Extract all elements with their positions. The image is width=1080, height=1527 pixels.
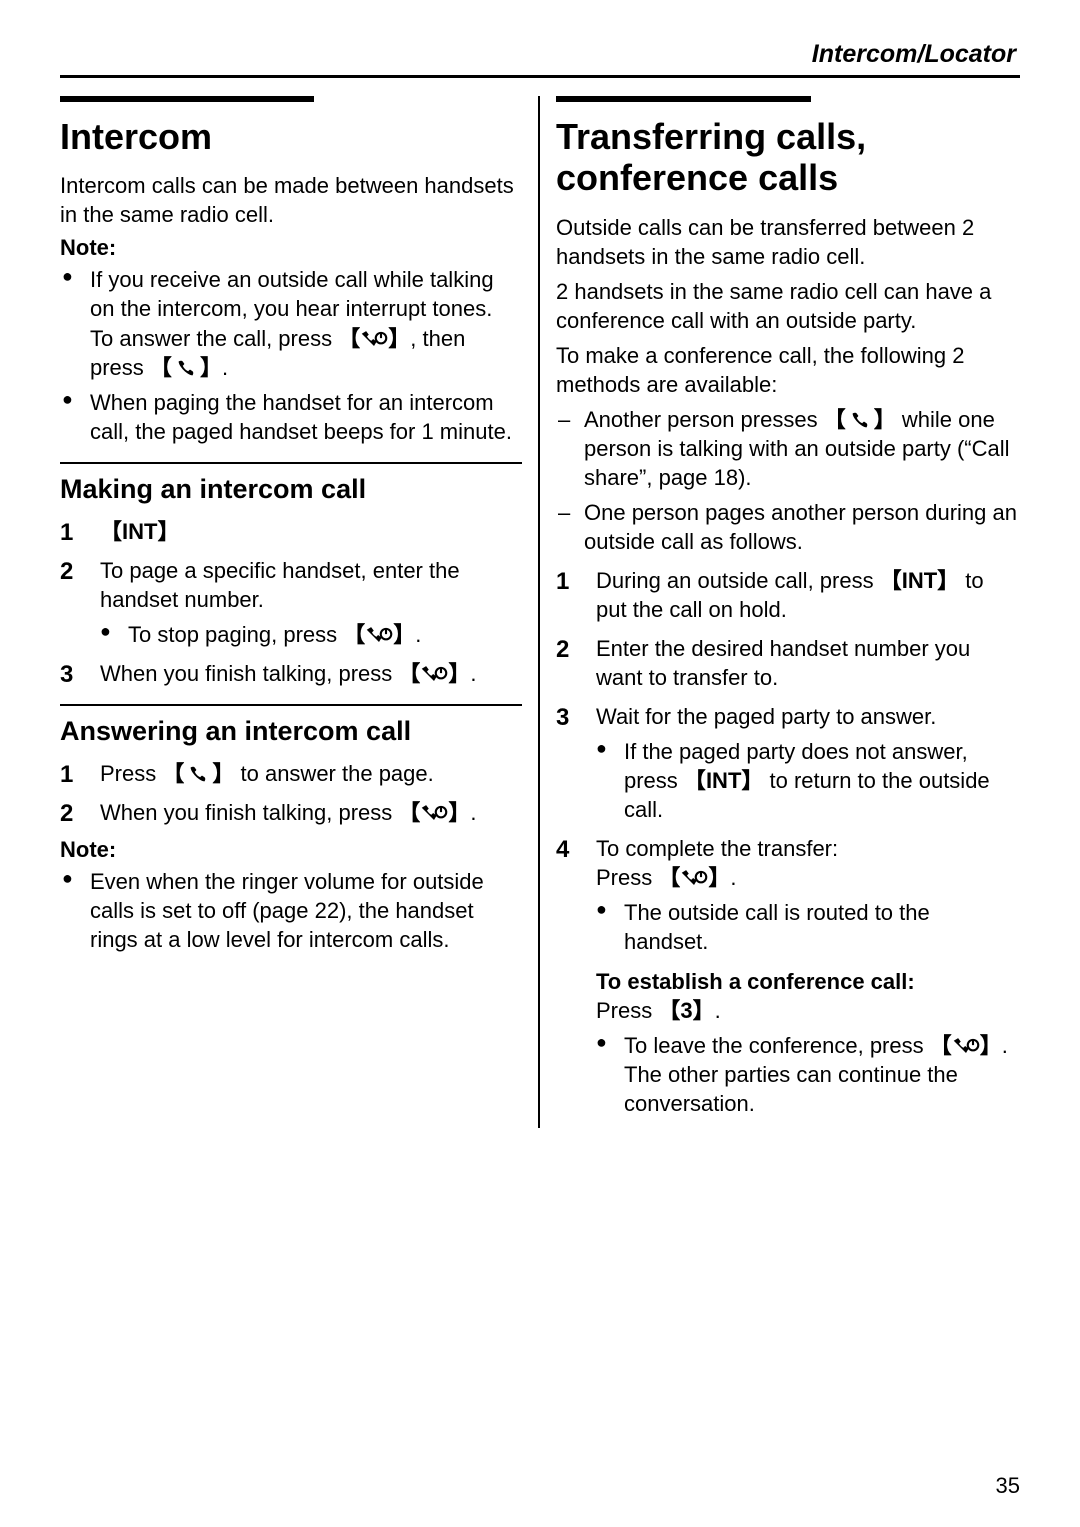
intercom-notes: If you receive an outside call while tal… [60,265,522,445]
step-item: To page a specific handset, enter the ha… [60,556,522,649]
note-text: When paging the handset for an intercom … [90,390,512,444]
step-text: Press [100,761,162,786]
method-text: Another person presses [584,407,824,432]
transfer-steps: During an outside call, press INT to put… [556,566,1020,1118]
note-text: Even when the ringer volume for outside … [90,869,484,952]
off-button [930,1033,1002,1058]
step-item: Press to answer the page. [60,759,522,788]
int-button: INT [880,568,959,593]
note-text: If you receive an outside call while tal… [90,267,494,321]
page-header: Intercom/Locator [60,40,1020,78]
off-button [398,661,470,686]
off-button [398,800,470,825]
step-text: Enter the desired handset number you wan… [596,636,970,690]
step-item: When you finish talking, press . [60,659,522,688]
conference-block: To establish a conference call: Press 3.… [596,967,1020,1118]
step-item: To complete the transfer: Press . The ou… [556,834,1020,1117]
int-button: INT [100,519,179,544]
step-text: Wait for the paged party to answer. [596,704,936,729]
section-rule [60,96,314,102]
left-column: Intercom Intercom calls can be made betw… [60,96,540,1128]
transfer-para: 2 handsets in the same radio cell can ha… [556,277,1020,335]
step-item: Enter the desired handset number you wan… [556,634,1020,692]
talk-button [824,407,896,432]
step-text: Press [596,998,658,1023]
step-text: . [730,865,736,890]
sub-step: To leave the conference, press . The oth… [596,1031,1020,1118]
off-button [338,326,410,351]
step-text: . [715,998,721,1023]
note-item: If you receive an outside call while tal… [60,265,522,381]
sub-step: To stop paging, press . [100,620,522,649]
transfer-title: Transferring calls, conference calls [556,116,1020,199]
note-text: . [222,355,228,380]
answering-call-steps: Press to answer the page. When you finis… [60,759,522,827]
step-text: When you finish talking, press [100,800,398,825]
step-item: INT [60,517,522,546]
button-label: INT [902,568,937,593]
step-text: To stop paging, press [128,622,343,647]
sub-step: If the paged party does not answer, pres… [596,737,1020,824]
conference-methods: Another person presses while one person … [556,405,1020,556]
step-text: During an outside call, press [596,568,880,593]
note-item: Even when the ringer volume for outside … [60,867,522,954]
step-text: To page a specific handset, enter the ha… [100,558,460,612]
content-columns: Intercom Intercom calls can be made betw… [60,96,1020,1128]
step-text: to answer the page. [234,761,433,786]
int-button: INT [684,768,763,793]
note-item: When paging the handset for an intercom … [60,388,522,446]
method-item: Another person presses while one person … [556,405,1020,492]
section-rule [556,96,811,102]
sub-step: The outside call is routed to the handse… [596,898,1020,956]
right-column: Transferring calls, conference calls Out… [540,96,1020,1128]
step-text: The outside call is routed to the handse… [624,900,930,954]
step-text: When you finish talking, press [100,661,398,686]
note-text: To answer the call, press [90,326,338,351]
subsection-rule [60,462,522,464]
button-label: INT [122,519,157,544]
header-rule [60,75,1020,78]
transfer-para: To make a conference call, the following… [556,341,1020,399]
step-item: During an outside call, press INT to put… [556,566,1020,624]
step-heading: To complete the transfer: [596,836,838,861]
step-text: . [470,800,476,825]
page-number: 35 [996,1473,1020,1499]
method-text: One person pages another person during a… [584,500,1017,554]
step-text: . [470,661,476,686]
off-button [658,865,730,890]
step-heading: To establish a conference call: [596,969,915,994]
making-call-steps: INT To page a specific handset, enter th… [60,517,522,688]
method-item: One person pages another person during a… [556,498,1020,556]
step-text: Press [596,865,658,890]
three-button: 3 [658,998,714,1023]
intercom-title: Intercom [60,116,522,157]
off-button [343,622,415,647]
talk-button [162,761,234,786]
transfer-para: Outside calls can be transferred between… [556,213,1020,271]
button-label: INT [706,768,741,793]
step-item: When you finish talking, press . [60,798,522,827]
step-item: Wait for the paged party to answer. If t… [556,702,1020,824]
header-section-title: Intercom/Locator [60,40,1020,69]
answering-notes: Even when the ringer volume for outside … [60,867,522,954]
intercom-intro: Intercom calls can be made between hands… [60,171,522,229]
answering-call-title: Answering an intercom call [60,716,522,747]
button-label: 3 [680,998,692,1023]
making-call-title: Making an intercom call [60,474,522,505]
subsection-rule [60,704,522,706]
step-text: To leave the conference, press [624,1033,930,1058]
note-label: Note: [60,235,522,261]
step-text: . [415,622,421,647]
talk-button [150,355,222,380]
note-label: Note: [60,837,522,863]
